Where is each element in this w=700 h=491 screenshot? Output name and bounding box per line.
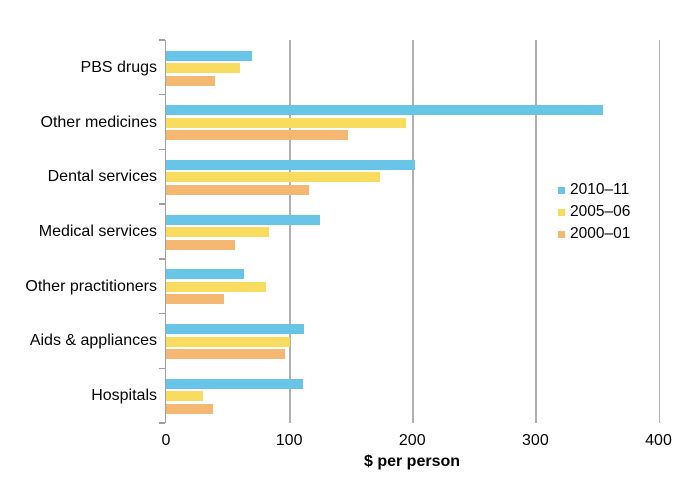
bar-dental-services-2005–06 — [166, 172, 381, 183]
legend: 2010–11 2005–06 2000–01 — [558, 179, 630, 245]
x-tick-label-100: 100 — [275, 432, 303, 449]
bar-hospitals-2005–06 — [166, 391, 203, 402]
category-label: Other practitioners — [25, 277, 157, 295]
y-axis-line — [164, 40, 166, 423]
gridline-100 — [289, 40, 291, 423]
y-axis-tick — [159, 422, 165, 424]
y-axis-tick — [159, 148, 165, 151]
bar-other-medicines-2005–06 — [166, 117, 407, 128]
bar-other-medicines-2010–11 — [166, 105, 604, 116]
x-tick-label-300: 300 — [522, 432, 549, 449]
legend-swatch-icon — [558, 208, 565, 216]
x-tick-label-0: 0 — [161, 432, 171, 449]
y-axis-tick — [159, 39, 165, 41]
x-axis-title: $ per person — [363, 453, 461, 470]
y-axis-tick — [159, 203, 165, 205]
category-label: Hospitals — [91, 387, 157, 405]
legend-item: 2010–11 — [558, 179, 630, 201]
bar-other-practitioners-2000–01 — [166, 294, 224, 305]
y-axis-tick — [159, 367, 165, 370]
legend-item: 2000–01 — [558, 223, 630, 245]
legend-swatch-icon — [558, 230, 565, 238]
bar-medical-services-2005–06 — [166, 227, 270, 238]
bar-medical-services-2000–01 — [166, 239, 235, 250]
y-axis-tick — [159, 93, 165, 96]
bar-hospitals-2000–01 — [166, 403, 213, 414]
gridline-300 — [535, 40, 537, 423]
legend-label: 2005–06 — [570, 203, 631, 220]
bar-other-practitioners-2010–11 — [166, 269, 244, 280]
legend-label: 2010–11 — [570, 181, 630, 198]
gridline-400 — [658, 40, 660, 423]
bar-pbs-drugs-2010–11 — [166, 50, 253, 61]
legend-item: 2005–06 — [558, 201, 630, 223]
bar-other-medicines-2000–01 — [166, 130, 349, 141]
bar-hospitals-2010–11 — [166, 378, 303, 389]
bar-aids-appliances-2005–06 — [166, 336, 291, 347]
category-label: PBS drugs — [80, 58, 157, 76]
legend-label: 2000–01 — [570, 225, 631, 242]
category-label: Medical services — [38, 223, 157, 240]
gridline-200 — [412, 40, 414, 423]
x-tick-label-400: 400 — [645, 432, 672, 449]
bar-aids-appliances-2010–11 — [166, 324, 304, 335]
category-label: Aids & appliances — [29, 332, 157, 350]
bar-dental-services-2010–11 — [166, 159, 415, 170]
legend-swatch-icon — [558, 186, 565, 194]
bar-other-practitioners-2005–06 — [166, 281, 266, 292]
bar-dental-services-2000–01 — [166, 184, 309, 195]
y-axis-tick — [159, 312, 165, 315]
bar-pbs-drugs-2000–01 — [166, 75, 216, 86]
y-axis-tick — [159, 258, 165, 260]
category-label: Dental services — [47, 168, 157, 186]
bar-pbs-drugs-2005–06 — [166, 63, 240, 73]
category-label: Other medicines — [40, 113, 158, 131]
bar-aids-appliances-2000–01 — [166, 349, 286, 360]
bar-medical-services-2010–11 — [166, 214, 320, 225]
x-tick-label-200: 200 — [398, 432, 426, 449]
